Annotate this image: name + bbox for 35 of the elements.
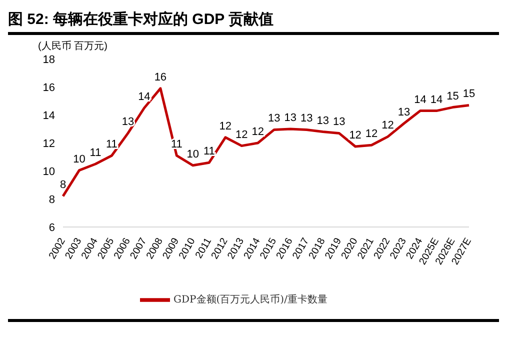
y-tick-label: 18 xyxy=(42,54,55,66)
data-label: 16 xyxy=(154,71,167,84)
data-label: 13 xyxy=(122,116,134,128)
data-label: 15 xyxy=(446,90,459,102)
data-label: 12 xyxy=(236,128,248,141)
y-tick-label: 16 xyxy=(42,82,55,94)
data-label: 12 xyxy=(219,120,232,132)
data-label: 8 xyxy=(60,179,66,192)
data-label: 13 xyxy=(300,112,313,125)
data-label: 13 xyxy=(316,114,329,127)
y-tick-label: 12 xyxy=(42,138,55,150)
y-tick-label: 14 xyxy=(42,110,55,122)
data-label: 13 xyxy=(332,116,346,128)
data-label: 13 xyxy=(398,106,410,118)
y-tick-label: 6 xyxy=(48,222,55,234)
data-label: 14 xyxy=(414,94,426,106)
y-tick-label: 10 xyxy=(42,166,55,178)
data-label: 12 xyxy=(252,126,264,138)
data-label: 12 xyxy=(382,120,394,132)
data-label: 12 xyxy=(365,128,378,140)
data-label: 11 xyxy=(106,138,118,151)
data-label: 13 xyxy=(268,112,280,125)
data-label: 12 xyxy=(349,130,362,142)
legend-label: GDP金额(百万元人民币)/重卡数量 xyxy=(174,294,328,306)
y-axis-title: (人民币 百万元) xyxy=(38,40,108,53)
data-label: 13 xyxy=(284,112,296,124)
data-label: 10 xyxy=(73,153,86,166)
data-label: 10 xyxy=(186,148,200,160)
data-label: 11 xyxy=(203,146,215,158)
data-label: 11 xyxy=(90,147,102,159)
data-label: 14 xyxy=(138,91,150,103)
y-tick-label: 8 xyxy=(48,194,55,206)
chart-title: 图 52: 每辆在役重卡对应的 GDP 贡献值 xyxy=(8,8,499,35)
data-label: 15 xyxy=(462,88,476,100)
data-label: 14 xyxy=(430,94,443,106)
